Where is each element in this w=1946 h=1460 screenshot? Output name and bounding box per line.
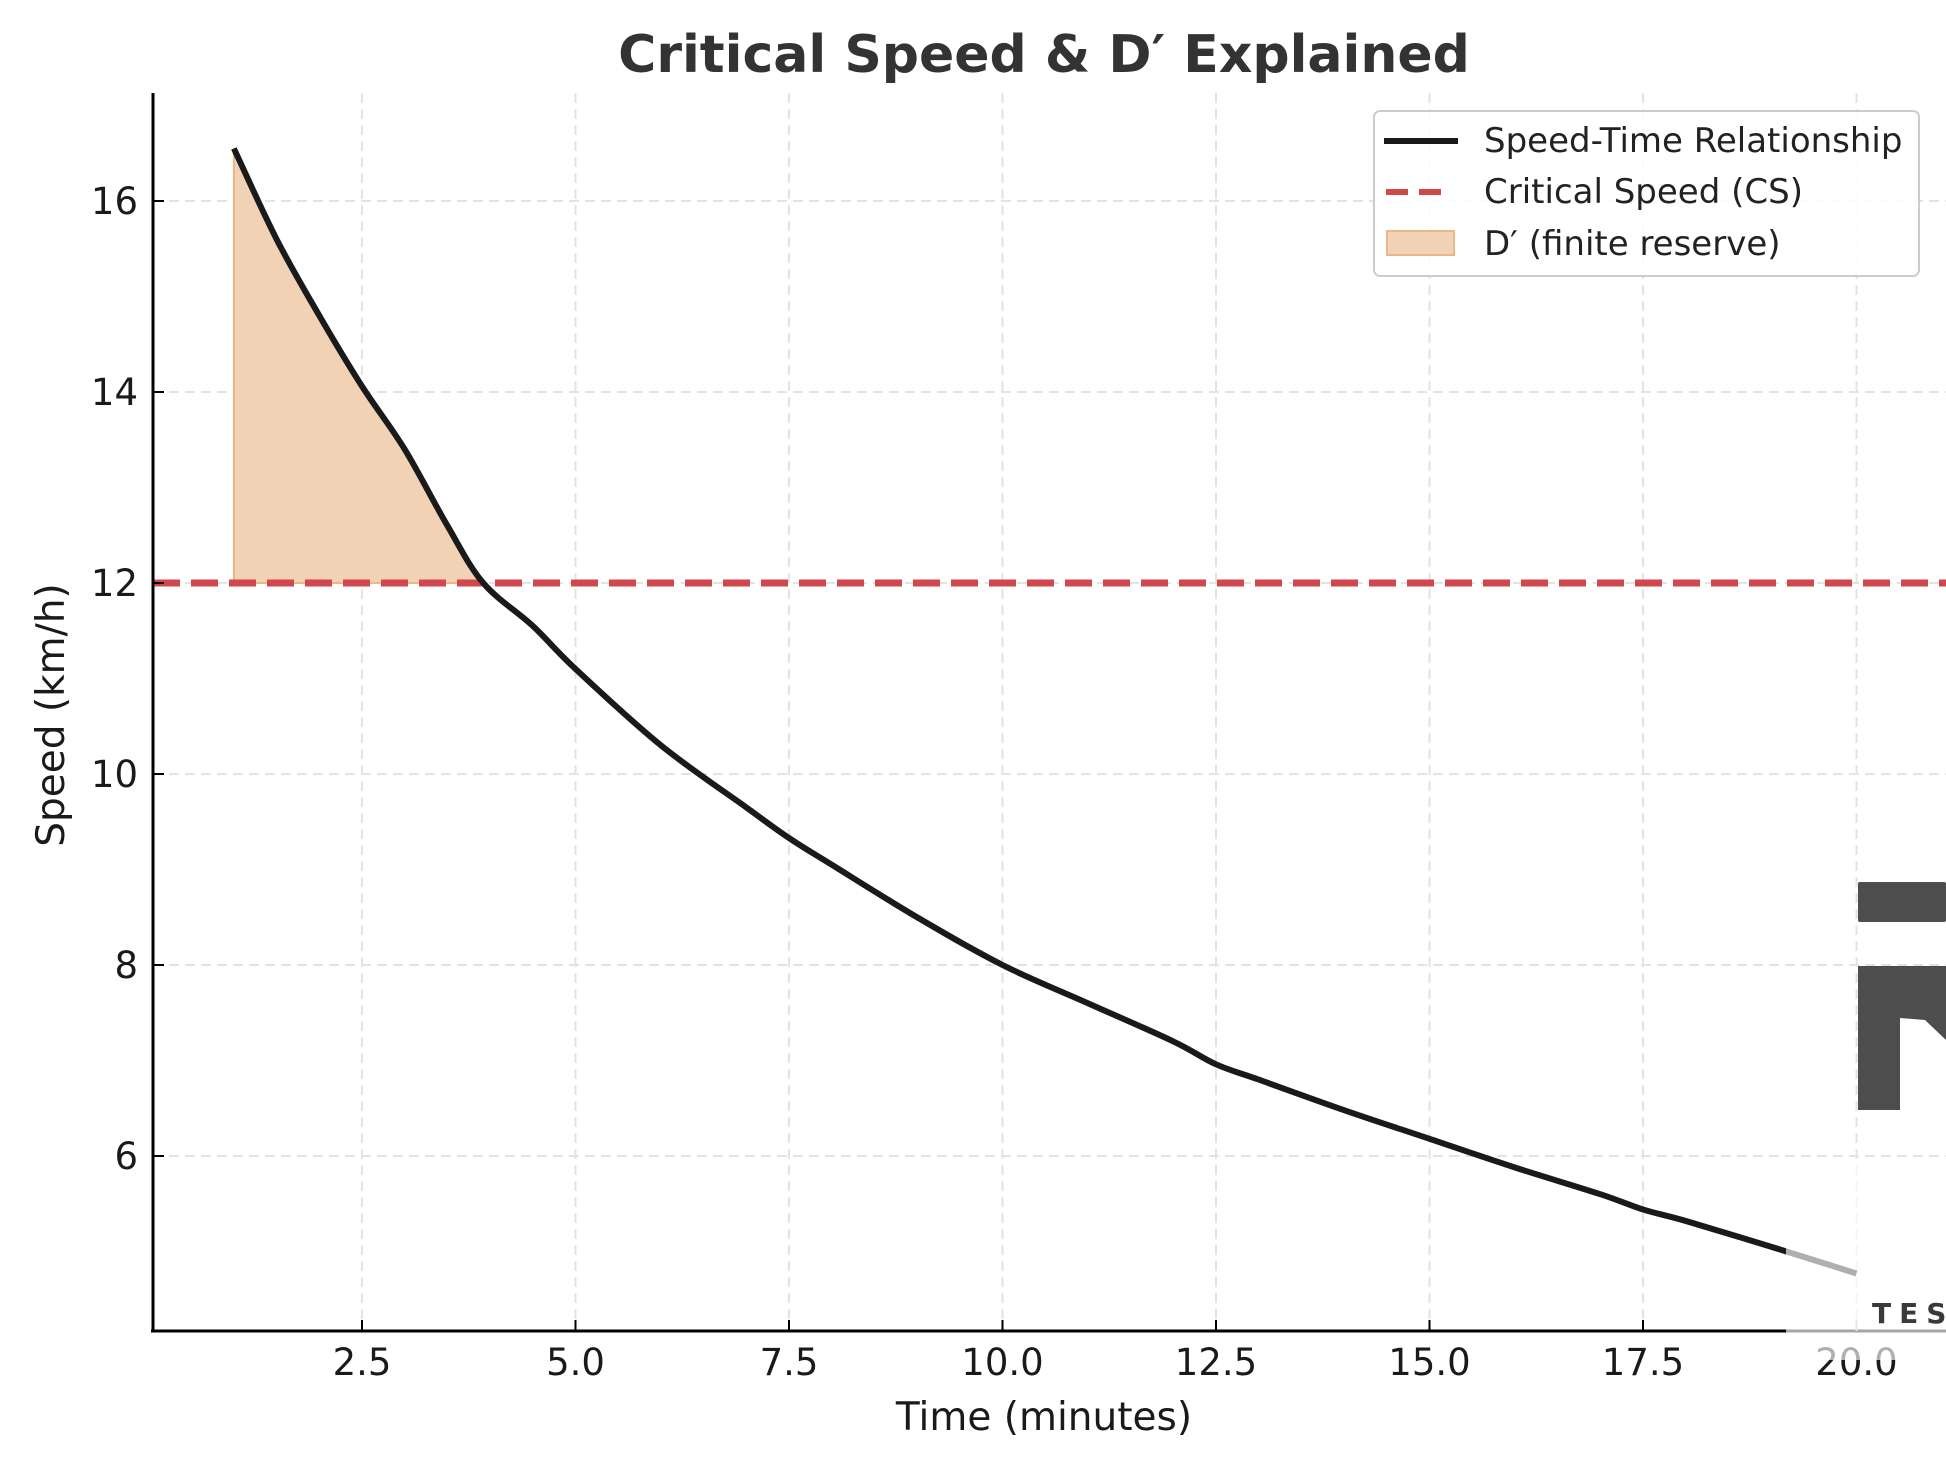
y-axis-label: Speed (km/h) [29, 583, 74, 847]
y-ticks: 6 8 10 12 14 16 [91, 180, 164, 1178]
x-tick-label: 10.0 [961, 1341, 1043, 1384]
watermark-fade [1786, 1160, 1946, 1360]
y-tick-label: 16 [91, 180, 138, 223]
x-tick-label: 15.0 [1388, 1341, 1470, 1384]
legend-label-reserve: D′ (finite reserve) [1484, 224, 1781, 264]
watermark-text: TES [1872, 1297, 1946, 1330]
watermark: TES [1786, 882, 1946, 1360]
legend-fill-swatch-icon [1386, 230, 1455, 256]
y-tick-label: 12 [91, 562, 138, 605]
x-tick-label: 5.0 [546, 1341, 605, 1384]
y-tick-label: 10 [91, 753, 138, 796]
x-tick-label: 12.5 [1175, 1341, 1257, 1384]
legend-label-cs: Critical Speed (CS) [1484, 172, 1803, 212]
chart-title: Critical Speed & D′ Explained [618, 25, 1470, 85]
x-tick-label: 17.5 [1602, 1341, 1684, 1384]
legend-box [1373, 110, 1920, 277]
speed-time-curve [231, 147, 1858, 1277]
y-tick-label: 8 [114, 944, 138, 987]
y-tick-label: 14 [91, 371, 138, 414]
logo-bar-icon [1858, 882, 1946, 922]
legend: Speed-Time Relationship Critical Speed (… [1373, 110, 1920, 277]
x-axis-label: Time (minutes) [895, 1395, 1192, 1440]
legend-label-curve: Speed-Time Relationship [1484, 121, 1902, 161]
grid-lines [153, 93, 1946, 1331]
x-tick-label: 7.5 [760, 1341, 819, 1384]
x-tick-label: 2.5 [333, 1341, 392, 1384]
y-tick-label: 6 [114, 1135, 138, 1178]
logo-letter-r-icon [1858, 966, 1946, 1110]
